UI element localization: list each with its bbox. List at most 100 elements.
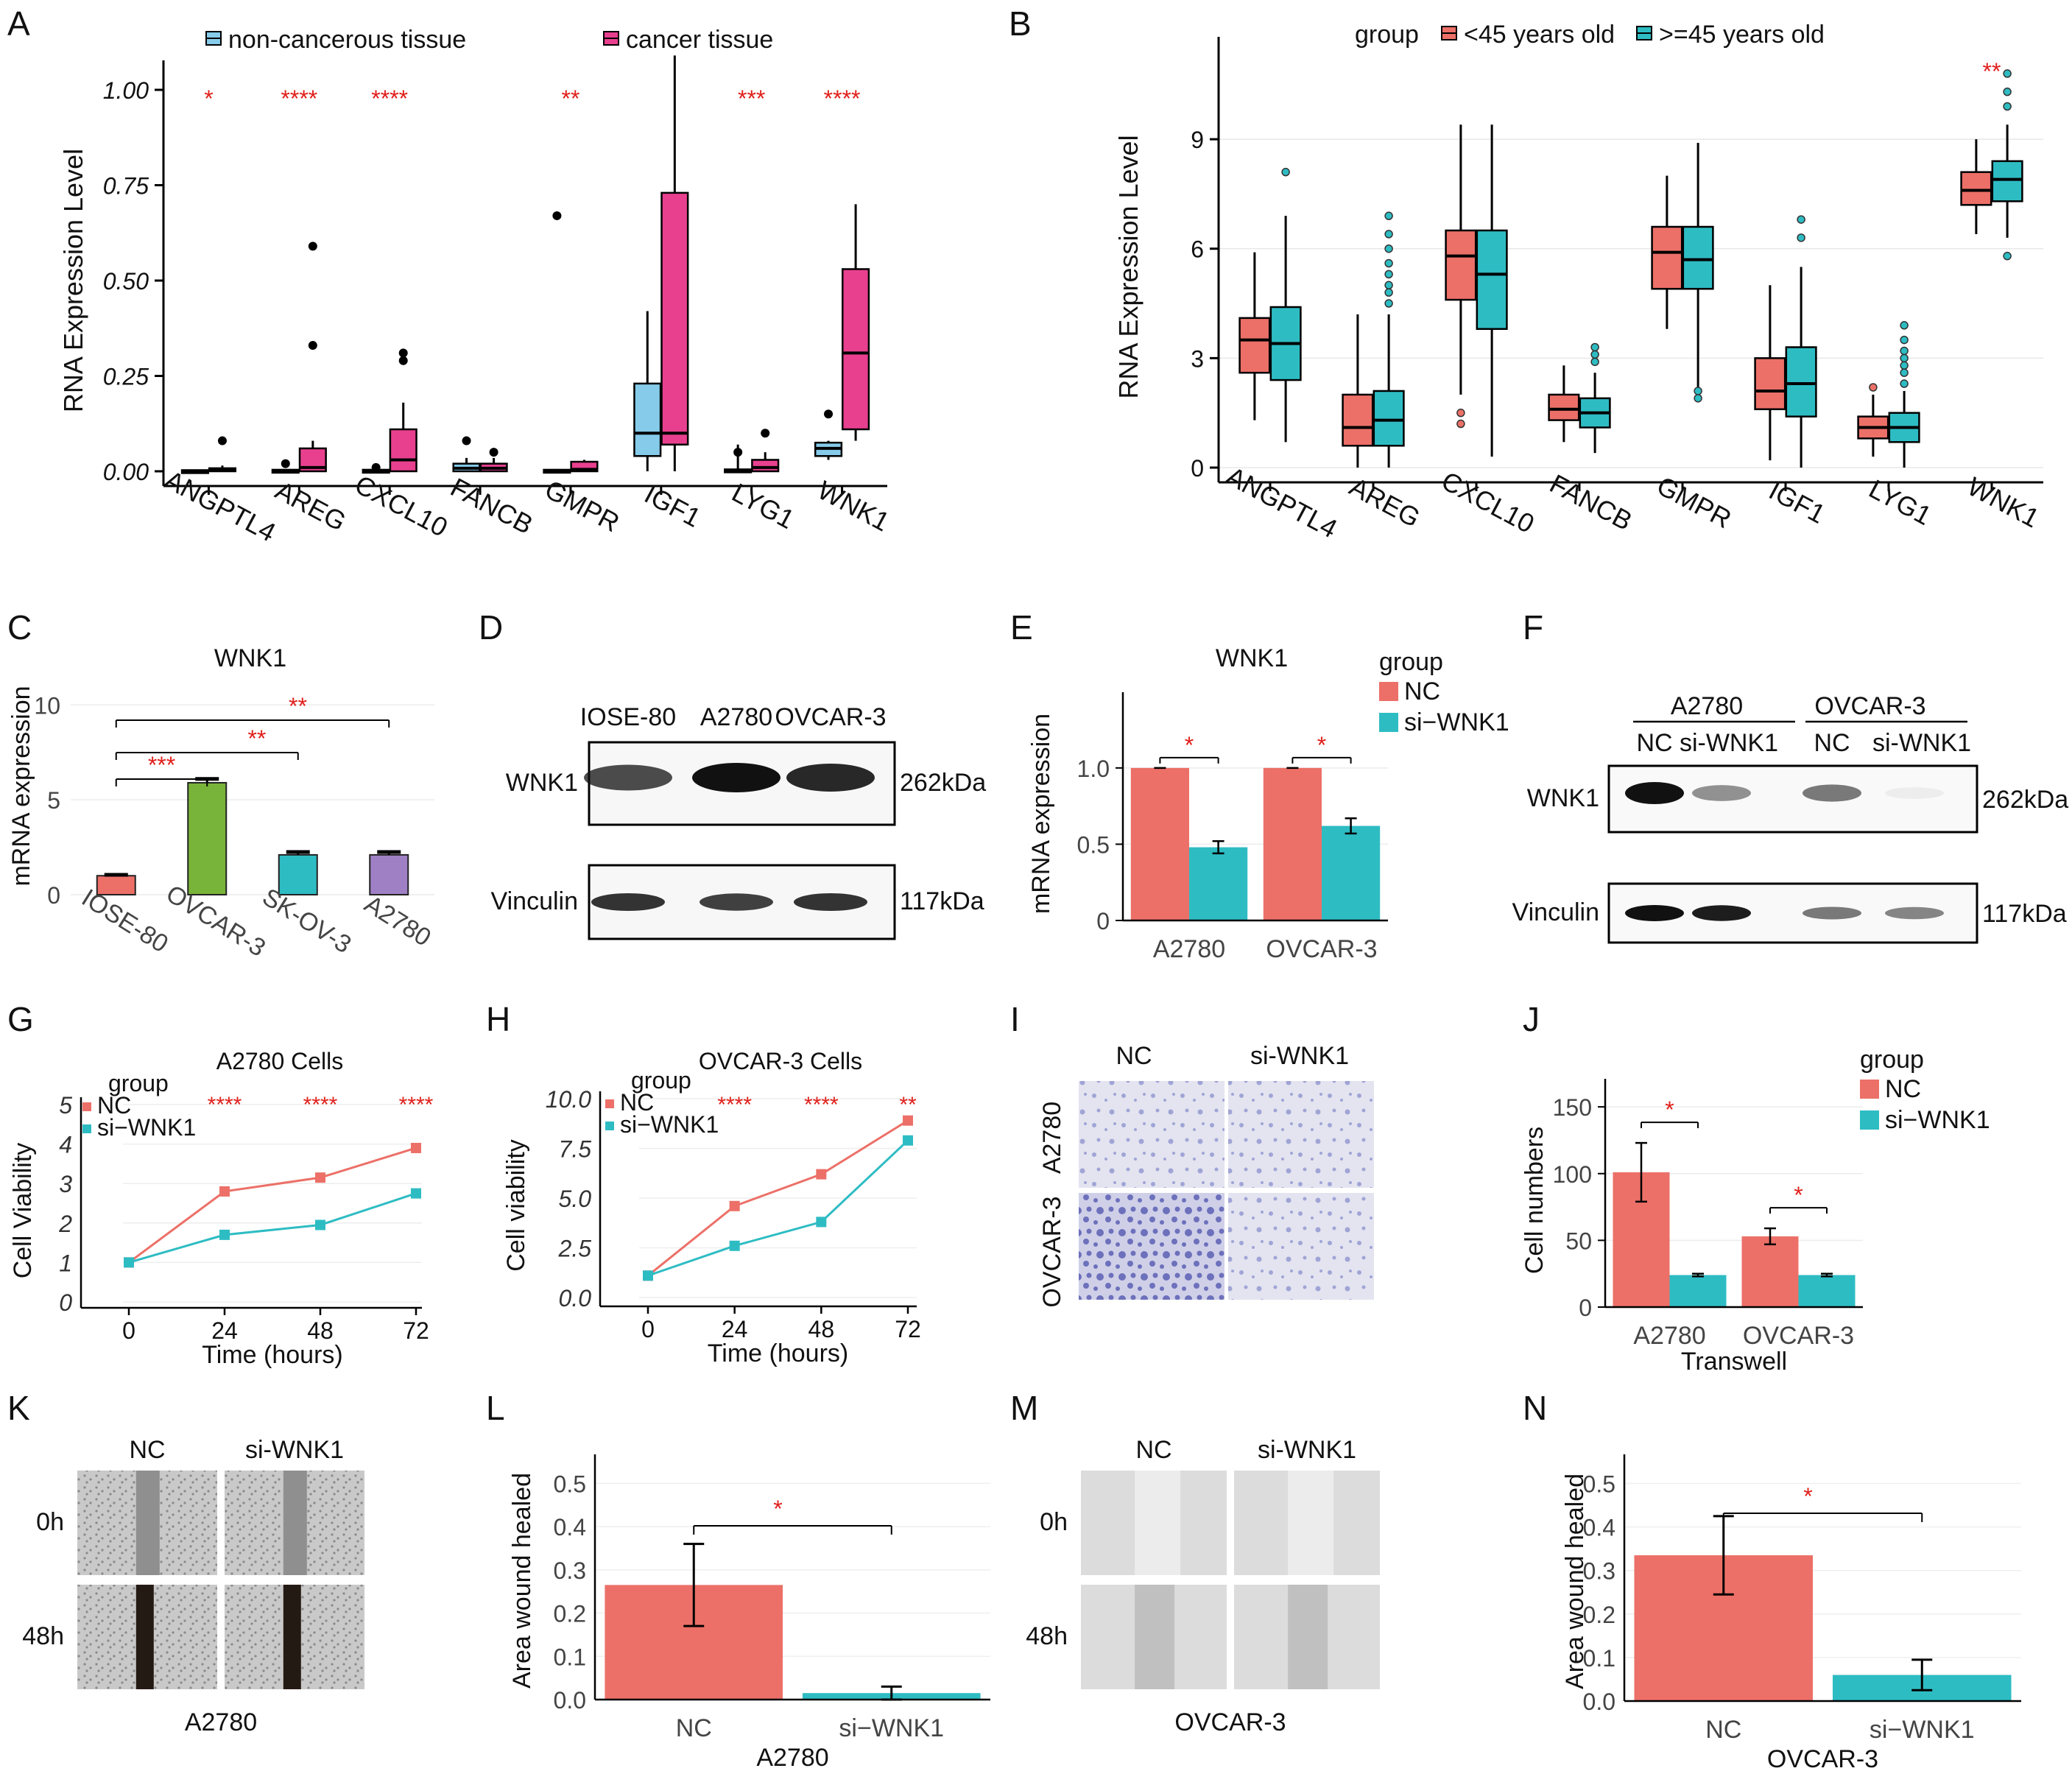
outlier <box>1281 167 1290 177</box>
bracket-label: ** <box>289 693 307 719</box>
blot-row-vinculin: Vinculin 117kDa <box>491 864 984 940</box>
micro-image <box>1079 1193 1224 1300</box>
micro-image <box>1081 1585 1227 1689</box>
panel-letter-j: J <box>1523 1000 1540 1038</box>
box-body <box>1342 393 1374 447</box>
bar-ovcar-3-si <box>1322 817 1381 920</box>
panel-letter-f: F <box>1523 608 1543 647</box>
y-tick-label: 0.1 <box>1583 1645 1615 1672</box>
legend-label: cancer tissue <box>626 26 773 54</box>
blot-band <box>591 892 665 912</box>
lane-label-a2780: A2780 <box>700 703 772 731</box>
bar <box>278 853 318 896</box>
box-body <box>1548 393 1580 421</box>
micro-image <box>1228 1081 1374 1188</box>
lane-label: NC <box>1814 729 1850 757</box>
legend-label: NC <box>620 1089 654 1116</box>
y-tick-label: 5.0 <box>559 1186 592 1212</box>
data-point <box>411 1142 421 1153</box>
bar-si <box>1832 1658 2012 1701</box>
y-axis-title: mRNA expression <box>1027 714 1055 914</box>
significance-bracket <box>1769 1207 1828 1214</box>
x-tick-label-gmpr: GMPR <box>1652 471 1737 535</box>
bar-si <box>802 1685 981 1701</box>
x-axis-title: OVCAR-3 <box>1767 1745 1878 1771</box>
box-angptl4-b <box>1269 167 1302 443</box>
blot-size: 262kDa <box>900 769 986 797</box>
y-tick-label: 0.50 <box>103 268 149 295</box>
box-areg-a <box>271 459 300 474</box>
legend-item-b: >=45 years old <box>1636 21 1825 49</box>
box-fancb-a <box>452 436 481 473</box>
col-label-nc: NC <box>129 1436 165 1464</box>
significance-72: **** <box>399 1093 434 1117</box>
blot-label: WNK1 <box>506 769 578 797</box>
box-gmpr-a <box>1651 175 1683 329</box>
col-label-si: si-WNK1 <box>245 1436 344 1464</box>
bar-ovcar-3 <box>187 777 228 896</box>
outlier <box>733 448 743 457</box>
legend-swatch <box>1860 1110 1879 1130</box>
data-point <box>124 1257 134 1268</box>
bar-iose-80 <box>96 873 136 895</box>
significance-bracket <box>1159 756 1219 764</box>
x-tick-label-ovcar-3: OVCAR-3 <box>1743 1322 1854 1350</box>
box-areg-b <box>1372 211 1405 468</box>
outlier <box>1384 270 1393 279</box>
row-label-ovcar3: OVCAR-3 <box>1038 1196 1066 1307</box>
data-point <box>315 1219 325 1230</box>
series-line <box>128 1147 417 1264</box>
box-igf1-a <box>633 311 662 471</box>
legend-item-si: si−WNK1 <box>82 1114 196 1141</box>
box-body <box>1651 225 1683 290</box>
box-body <box>389 428 417 473</box>
y-tick-label: 0.0 <box>554 1687 586 1714</box>
y-tick-label: 2.5 <box>558 1236 592 1262</box>
legend-item-nc: NC <box>1860 1075 1921 1103</box>
x-tick-label-angptl4: ANGPTL4 <box>1222 460 1342 543</box>
panel-m-wound-images: NC si-WNK1 0h 48h OVCAR-3 <box>1026 1436 1380 1736</box>
box-igf1-a <box>1754 285 1786 461</box>
y-tick-label: 0.2 <box>1583 1602 1615 1628</box>
box-areg-a <box>1342 314 1374 468</box>
blot-band <box>1625 905 1684 921</box>
data-point <box>411 1188 421 1199</box>
legend-item-b: cancer tissue <box>603 26 773 54</box>
data-point <box>903 1135 913 1146</box>
outlier <box>398 356 408 365</box>
y-axis-title: Area wound healed <box>508 1473 536 1689</box>
bar <box>369 853 409 896</box>
lane-label-iose-80: IOSE-80 <box>580 703 676 731</box>
y-tick-label: 0.75 <box>103 173 149 200</box>
data-point <box>315 1172 325 1183</box>
panel-e-barchart: WNK1 0 0.5 1.0 * A2780 * OVCAR-3 mRNA expression… <box>1027 644 1509 963</box>
x-tick-label: 0 <box>122 1317 135 1344</box>
blot-band <box>1885 906 1944 920</box>
outlier <box>1900 368 1909 377</box>
outlier <box>1590 357 1599 367</box>
x-tick-label: 0 <box>641 1316 655 1342</box>
panel-letter-b: B <box>1009 4 1032 43</box>
y-tick-label: 50 <box>1565 1228 1592 1254</box>
outlier <box>1694 387 1702 395</box>
outlier <box>1590 342 1599 352</box>
box-body <box>1991 160 2023 203</box>
series-line <box>128 1192 417 1264</box>
box-gmpr-b <box>1682 143 1714 403</box>
significance-bracket <box>1641 1122 1699 1129</box>
legend-swatch <box>1379 713 1398 732</box>
y-tick-label: 0.5 <box>554 1471 586 1497</box>
box-fancb-b <box>479 448 508 473</box>
x-tick-label: 72 <box>895 1316 921 1342</box>
y-tick-label: 0 <box>1579 1295 1592 1321</box>
chart-title: WNK1 <box>214 644 286 672</box>
blot-band <box>794 892 867 912</box>
outlier <box>281 459 290 468</box>
legend-swatch <box>1379 682 1398 701</box>
significance-48: **** <box>804 1093 839 1117</box>
x-tick-label-a2780: A2780 <box>1153 935 1225 963</box>
